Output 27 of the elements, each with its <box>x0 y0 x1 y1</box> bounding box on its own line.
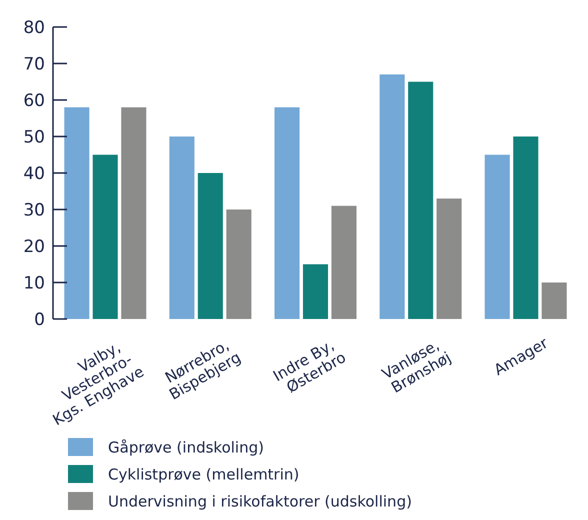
bar <box>436 198 462 319</box>
bar <box>64 107 90 319</box>
bar <box>121 107 146 319</box>
y-tick-label: 20 <box>23 236 45 257</box>
y-tick-label: 40 <box>23 164 45 184</box>
bar <box>513 136 538 319</box>
bar <box>484 154 510 319</box>
bar <box>92 154 118 319</box>
bar <box>380 74 405 319</box>
bar <box>198 173 223 319</box>
bar <box>226 210 252 319</box>
legend-label: Gåprøve (indskoling) <box>108 438 264 456</box>
y-tick-label: 0 <box>34 310 45 330</box>
bar <box>274 107 300 319</box>
y-tick-label: 10 <box>23 273 45 294</box>
bar <box>408 82 434 319</box>
legend-label: Undervisning i risikofaktorer (udskolling) <box>108 492 412 510</box>
bar <box>331 206 356 319</box>
y-tick-label: 80 <box>23 18 45 38</box>
y-tick-label: 30 <box>23 200 45 220</box>
bar <box>542 282 567 319</box>
y-tick-label: 50 <box>23 127 45 148</box>
legend-label: Cyklistprøve (mellemtrin) <box>108 465 300 484</box>
bar <box>302 264 328 319</box>
y-tick-label: 60 <box>23 90 45 111</box>
bar <box>169 136 194 319</box>
y-tick-label: 70 <box>23 54 45 74</box>
